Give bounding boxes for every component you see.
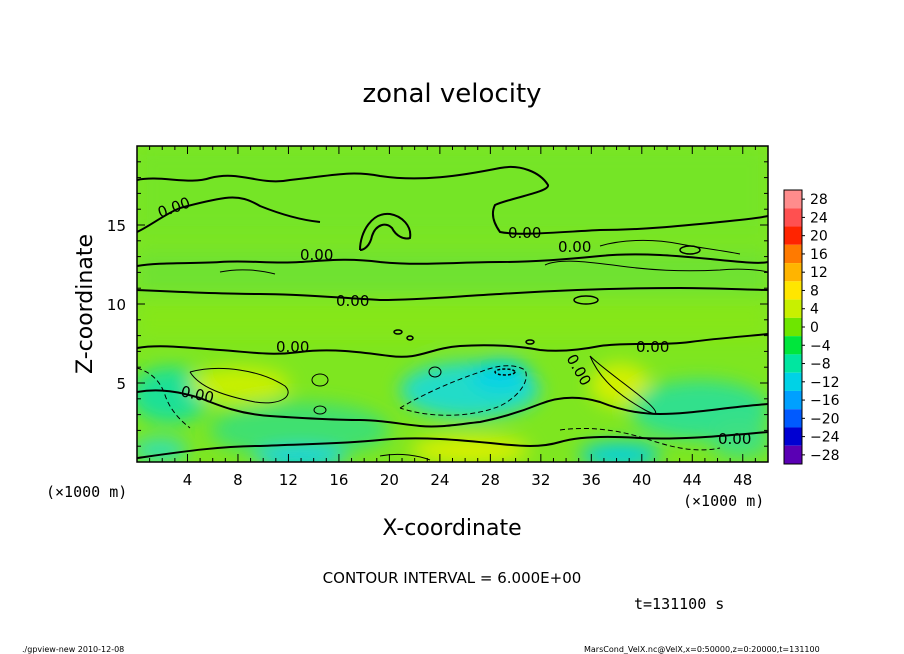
x-tick-label: 24: [430, 471, 449, 489]
colorbar-label: 0: [810, 320, 819, 336]
contour-label: 0.00: [336, 292, 369, 310]
colorbar-swatch: [784, 226, 802, 245]
x-unit-label: (×1000 m): [683, 492, 764, 510]
contour-label: 0.00: [276, 338, 309, 356]
x-tick-label: 48: [733, 471, 752, 489]
colorbar-swatch: [784, 336, 802, 355]
colorbar-label: −8: [810, 357, 831, 373]
contour-interval-text: CONTOUR INTERVAL = 6.000E+00: [323, 569, 582, 587]
colorbar-label: −24: [810, 430, 840, 446]
colorbar-label: 20: [810, 229, 828, 245]
time-text: t=131100 s: [634, 595, 724, 613]
x-tick-label: 4: [183, 471, 193, 489]
colorbar-label: 12: [810, 265, 828, 281]
y-axis-ticks: 5 10 15: [107, 161, 768, 447]
colorbar-swatch: [784, 445, 802, 464]
x-tick-label: 44: [683, 471, 702, 489]
contour-label: 0.00: [718, 430, 751, 448]
colorbar-label: 24: [810, 210, 828, 226]
colorbar-swatch: [784, 281, 802, 300]
footer-left: ./gpview-new 2010-12-08: [22, 645, 124, 654]
colorbar-label: 4: [810, 302, 819, 318]
y-unit-label: (×1000 m): [46, 483, 127, 501]
colorbar-label: 8: [810, 283, 819, 299]
x-tick-label: 8: [233, 471, 243, 489]
footer-right: MarsCond_VelX.nc@VelX,x=0:50000,z=0:2000…: [584, 645, 820, 654]
heatmap-field: [137, 146, 768, 462]
x-axis-ticks: 4 8 12 16 20 24 28 32 36 40 44 48: [149, 146, 756, 489]
x-axis-label: X-coordinate: [382, 516, 521, 541]
colorbar-swatch: [784, 244, 802, 264]
x-tick-label: 28: [481, 471, 500, 489]
contour-label: 0.00: [636, 338, 669, 356]
colorbar-label: −20: [810, 411, 840, 427]
colorbar-swatch: [784, 190, 802, 209]
x-tick-label: 32: [531, 471, 550, 489]
y-axis-label: Z-coordinate: [73, 234, 98, 374]
colorbar-swatch: [784, 409, 802, 428]
x-tick-label: 20: [380, 471, 399, 489]
colorbar: 28 24 20 16 12 8 4 0 −4 −8 −12 −16 −20 −24 −28: [783, 189, 840, 465]
x-tick-label: 40: [632, 471, 651, 489]
x-tick-label: 16: [329, 471, 348, 489]
y-tick-label: 5: [116, 375, 126, 393]
colorbar-label: −4: [810, 338, 831, 354]
chart-title: zonal velocity: [362, 79, 541, 109]
colorbar-label: −16: [810, 393, 840, 409]
colorbar-swatch: [784, 263, 802, 282]
colorbar-label: −12: [810, 375, 840, 391]
colorbar-label: −28: [810, 448, 840, 464]
x-tick-label: 36: [582, 471, 601, 489]
colorbar-swatch: [784, 299, 802, 318]
contour-lines: [137, 166, 768, 461]
colorbar-label: 16: [810, 247, 828, 263]
contour-label: 0.00: [558, 238, 591, 256]
colorbar-swatch: [784, 427, 802, 446]
colorbar-swatch: [784, 372, 802, 391]
colorbar-swatch: [784, 208, 802, 227]
contour-label: 0.00: [300, 246, 333, 264]
y-tick-label: 10: [107, 296, 126, 314]
x-tick-label: 12: [279, 471, 298, 489]
y-tick-label: 15: [107, 217, 126, 235]
contour-label: 0.00: [508, 224, 541, 242]
colorbar-swatch: [784, 317, 802, 337]
colorbar-swatch: [784, 390, 802, 410]
colorbar-label: 28: [810, 192, 828, 208]
colorbar-swatch: [784, 354, 802, 373]
